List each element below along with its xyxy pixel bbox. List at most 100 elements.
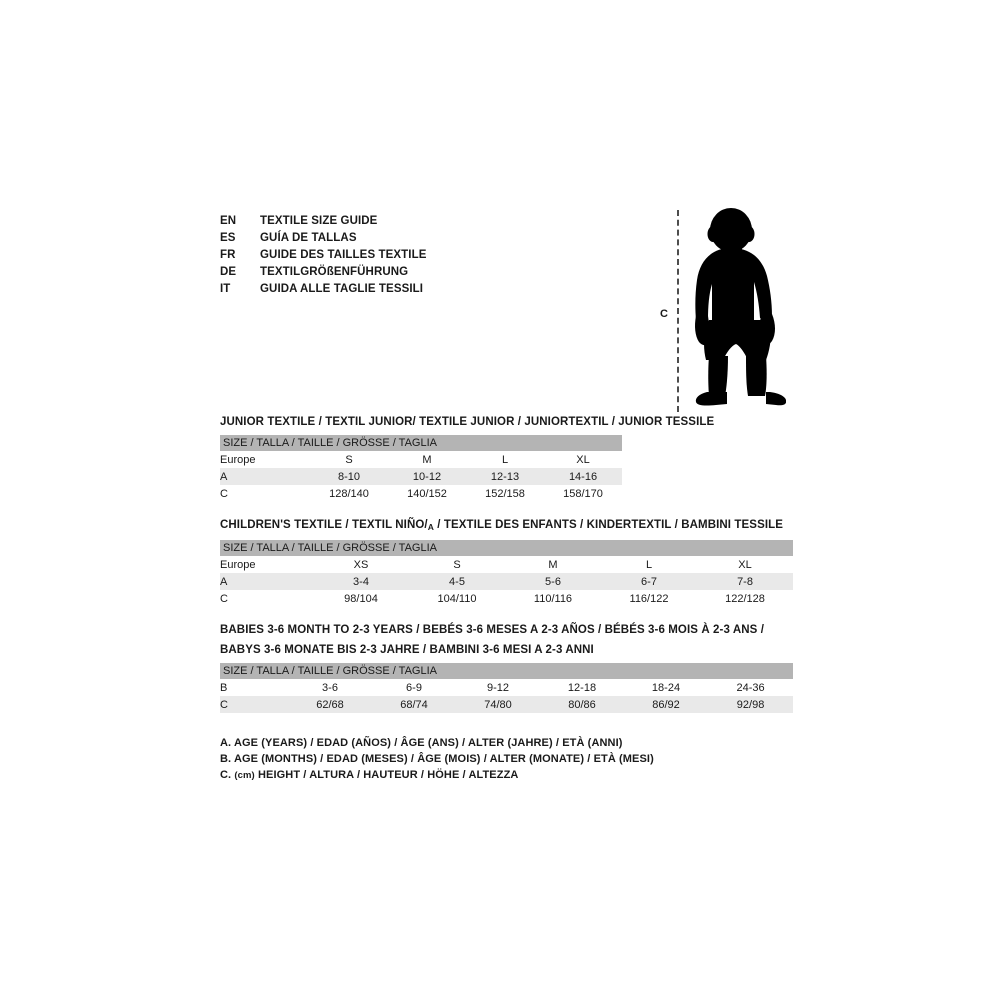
- table-row: A 3-4 4-5 5-6 6-7 7-8: [220, 573, 794, 590]
- table-row: B 3-6 6-9 9-12 12-18 18-24 24-36: [220, 679, 794, 696]
- language-row-de: DE TEXTILGRÖßENFÜHRUNG: [220, 266, 427, 283]
- language-title-fr: GUIDE DES TAILLES TEXTILE: [260, 249, 427, 261]
- babies-cell: 24-36: [708, 679, 794, 696]
- junior-cell: L: [466, 451, 544, 468]
- height-dashed-line: [677, 210, 679, 412]
- language-code-fr: FR: [220, 249, 236, 261]
- junior-row-label-a: A: [220, 468, 310, 485]
- junior-textile-section: JUNIOR TEXTILE / TEXTIL JUNIOR/ TEXTILE …: [220, 415, 714, 502]
- language-code-en: EN: [220, 215, 237, 227]
- babies-textile-section: BABIES 3-6 MONTH TO 2-3 YEARS / BEBÉS 3-…: [220, 623, 794, 713]
- junior-cell: 8-10: [310, 468, 388, 485]
- junior-band-label: SIZE / TALLA / TAILLE / GRÖSSE / TAGLIA: [220, 435, 623, 451]
- children-band-label: SIZE / TALLA / TAILLE / GRÖSSE / TAGLIA: [220, 540, 794, 556]
- junior-row-label-europe: Europe: [220, 451, 310, 468]
- children-cell: 98/104: [313, 590, 409, 607]
- junior-cell: 128/140: [310, 485, 388, 502]
- junior-cell: 12-13: [466, 468, 544, 485]
- babies-section-title-line2: BABYS 3-6 MONATE BIS 2-3 JAHRE / BAMBINI…: [220, 644, 594, 656]
- babies-cell: 80/86: [540, 696, 624, 713]
- height-measurement-figure: C: [650, 200, 800, 420]
- children-table-band-row: SIZE / TALLA / TAILLE / GRÖSSE / TAGLIA: [220, 540, 794, 556]
- language-code-it: IT: [220, 283, 231, 295]
- junior-cell: XL: [544, 451, 623, 468]
- babies-cell: 86/92: [624, 696, 708, 713]
- junior-table-band-row: SIZE / TALLA / TAILLE / GRÖSSE / TAGLIA: [220, 435, 623, 451]
- junior-section-title: JUNIOR TEXTILE / TEXTIL JUNIOR/ TEXTILE …: [220, 416, 715, 428]
- children-cell: 110/116: [505, 590, 601, 607]
- language-row-fr: FR GUIDE DES TAILLES TEXTILE: [220, 249, 427, 266]
- babies-cell: 6-9: [372, 679, 456, 696]
- junior-cell: 14-16: [544, 468, 623, 485]
- babies-row-label-b: B: [220, 679, 288, 696]
- children-cell: 122/128: [697, 590, 794, 607]
- table-row: A 8-10 10-12 12-13 14-16: [220, 468, 623, 485]
- children-title-part1: CHILDREN'S TEXTILE / TEXTIL NIÑO/: [220, 519, 428, 531]
- children-cell: 5-6: [505, 573, 601, 590]
- language-title-es: GUÍA DE TALLAS: [260, 232, 357, 244]
- language-header-block: EN TEXTILE SIZE GUIDE ES GUÍA DE TALLAS …: [220, 215, 427, 300]
- junior-cell: 152/158: [466, 485, 544, 502]
- table-row: C 128/140 140/152 152/158 158/170: [220, 485, 623, 502]
- babies-band-label: SIZE / TALLA / TAILLE / GRÖSSE / TAGLIA: [220, 663, 794, 679]
- table-row: Europe S M L XL: [220, 451, 623, 468]
- junior-cell: M: [388, 451, 466, 468]
- language-title-it: GUIDA ALLE TAGLIE TESSILI: [260, 283, 424, 295]
- junior-cell: 158/170: [544, 485, 623, 502]
- table-row: C 98/104 104/110 110/116 116/122 122/128: [220, 590, 794, 607]
- babies-cell: 3-6: [288, 679, 372, 696]
- children-cell: S: [409, 556, 505, 573]
- children-cell: XS: [313, 556, 409, 573]
- footnote-c-prefix: C.: [220, 769, 235, 781]
- table-row: C 62/68 68/74 74/80 80/86 86/92 92/98: [220, 696, 794, 713]
- language-row-es: ES GUÍA DE TALLAS: [220, 232, 427, 249]
- babies-table-band-row: SIZE / TALLA / TAILLE / GRÖSSE / TAGLIA: [220, 663, 794, 679]
- children-cell: L: [601, 556, 697, 573]
- children-row-label-europe: Europe: [220, 556, 313, 573]
- junior-size-table: SIZE / TALLA / TAILLE / GRÖSSE / TAGLIA …: [220, 435, 623, 502]
- children-textile-section: CHILDREN'S TEXTILE / TEXTIL NIÑO/A / TEX…: [220, 518, 794, 607]
- table-row: Europe XS S M L XL: [220, 556, 794, 573]
- children-cell: 104/110: [409, 590, 505, 607]
- language-code-de: DE: [220, 266, 237, 278]
- junior-cell: 10-12: [388, 468, 466, 485]
- children-cell: 7-8: [697, 573, 794, 590]
- language-row-en: EN TEXTILE SIZE GUIDE: [220, 215, 427, 232]
- babies-cell: 74/80: [456, 696, 540, 713]
- footnote-c: C. (cm) HEIGHT / ALTURA / HAUTEUR / HÖHE…: [220, 767, 654, 784]
- footnote-c-text: HEIGHT / ALTURA / HAUTEUR / HÖHE / ALTEZ…: [254, 769, 519, 781]
- children-cell: 6-7: [601, 573, 697, 590]
- children-row-label-a: A: [220, 573, 313, 590]
- babies-cell: 68/74: [372, 696, 456, 713]
- language-code-es: ES: [220, 232, 236, 244]
- children-cell: 4-5: [409, 573, 505, 590]
- language-row-it: IT GUIDA ALLE TAGLIE TESSILI: [220, 283, 427, 300]
- children-row-label-c: C: [220, 590, 313, 607]
- babies-section-title-line1: BABIES 3-6 MONTH TO 2-3 YEARS / BEBÉS 3-…: [220, 624, 764, 636]
- footnote-b: B. AGE (MONTHS) / EDAD (MESES) / ÂGE (MO…: [220, 753, 654, 765]
- babies-cell: 12-18: [540, 679, 624, 696]
- language-title-en: TEXTILE SIZE GUIDE: [260, 215, 378, 227]
- babies-cell: 62/68: [288, 696, 372, 713]
- junior-cell: 140/152: [388, 485, 466, 502]
- children-section-title: CHILDREN'S TEXTILE / TEXTIL NIÑO/A / TEX…: [220, 518, 793, 535]
- children-cell: 3-4: [313, 573, 409, 590]
- footnote-a: A. AGE (YEARS) / EDAD (AÑOS) / ÂGE (ANS)…: [220, 737, 623, 749]
- junior-cell: S: [310, 451, 388, 468]
- babies-cell: 18-24: [624, 679, 708, 696]
- babies-cell: 92/98: [708, 696, 794, 713]
- children-cell: 116/122: [601, 590, 697, 607]
- children-size-table: SIZE / TALLA / TAILLE / GRÖSSE / TAGLIA …: [220, 540, 794, 607]
- children-cell: XL: [697, 556, 794, 573]
- toddler-silhouette-icon: [695, 208, 786, 406]
- babies-cell: 9-12: [456, 679, 540, 696]
- babies-size-table: SIZE / TALLA / TAILLE / GRÖSSE / TAGLIA …: [220, 663, 794, 713]
- children-title-subscript: A: [427, 522, 434, 532]
- footnote-c-unit: (cm): [234, 770, 255, 781]
- children-cell: M: [505, 556, 601, 573]
- height-measure-label: C: [660, 308, 668, 320]
- babies-row-label-c: C: [220, 696, 288, 713]
- children-title-part2: / TEXTILE DES ENFANTS / KINDERTEXTIL / B…: [433, 519, 784, 531]
- language-title-de: TEXTILGRÖßENFÜHRUNG: [260, 266, 409, 278]
